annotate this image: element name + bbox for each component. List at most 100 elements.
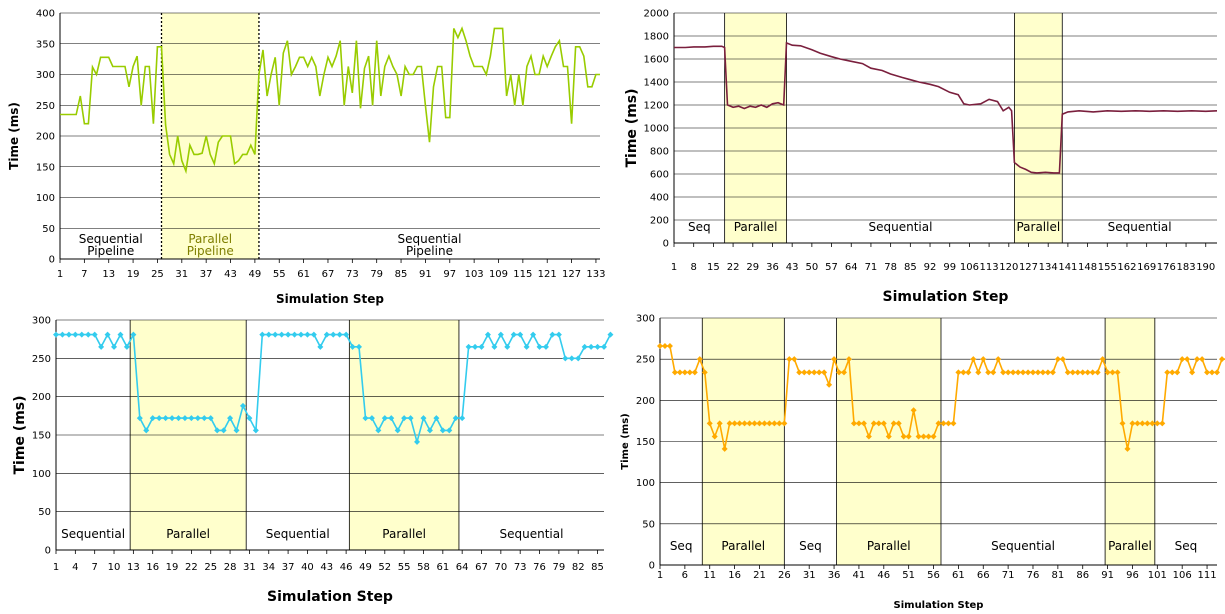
data-point [91,331,98,338]
data-point [53,331,59,338]
data-point [1104,369,1111,376]
data-point [504,343,511,350]
x-tick-label: 22 [185,562,198,573]
data-point [136,415,143,422]
chart-panel-bottom-left: 0 50 100 150 200 250 300 Sequential Parallel Sequ… [0,307,614,614]
data-point [426,427,433,434]
data-point [885,433,892,440]
region-label: Sequential [79,232,143,246]
data-point [1209,369,1216,376]
data-point [681,369,688,376]
x-tick-label: 11 [703,570,716,581]
y-axis-title: Time (ms) [12,395,28,474]
y-tick-label: 150 [636,437,655,448]
y-tick-label: 1400 [644,78,669,89]
x-tick-label: 92 [924,262,937,273]
data-point [746,420,753,427]
y-tick-label: 1600 [644,55,669,66]
data-point [1184,356,1191,363]
data-point [920,433,927,440]
data-point [1069,369,1076,376]
y-tick-label: 1000 [644,124,669,135]
x-tick-label: 1 [657,570,663,581]
data-point [721,445,728,452]
data-point [1044,369,1051,376]
x-tick-label: 91 [1101,570,1114,581]
x-tick-label: 7 [81,269,87,280]
data-point [536,343,543,350]
data-point [1129,420,1136,427]
data-point [1020,369,1027,376]
x-tick-label: 82 [572,562,585,573]
x-tick-label: 76 [1027,570,1040,581]
data-point [542,343,549,350]
data-point [323,331,330,338]
data-point [691,369,698,376]
region-label: Parallel [1016,220,1060,234]
data-point [149,415,156,422]
x-tick-label: 31 [243,562,256,573]
data-point [870,420,877,427]
data-point [686,369,693,376]
data-point [786,356,793,363]
x-tick-label: 67 [322,269,335,280]
data-point [446,427,453,434]
data-point [575,355,582,362]
data-point [356,343,363,350]
data-point [1204,369,1211,376]
x-tick-label: 76 [533,562,546,573]
x-tick-label: 1 [57,269,63,280]
data-point [414,438,421,445]
y-tick-label: 100 [636,478,655,489]
x-tick-label: 40 [301,562,314,573]
data-point [965,369,972,376]
data-point [375,427,382,434]
data-point [806,369,813,376]
x-tick-label: 61 [436,562,449,573]
x-tick-label: 115 [513,269,532,280]
data-point [368,415,375,422]
y-tick-label: 100 [32,469,51,480]
x-tick-label: 1 [53,562,59,573]
data-point [796,369,803,376]
x-tick-label: 155 [1098,262,1117,273]
data-point [233,427,240,434]
data-point [900,433,907,440]
data-point [568,355,575,362]
data-point [549,331,556,338]
region-label: Sequential [266,527,330,541]
data-point [841,369,848,376]
data-point [826,381,833,388]
data-point [1139,420,1146,427]
data-point [741,420,748,427]
data-point [811,369,818,376]
chart-bottom-left: 0 50 100 150 200 250 300 Sequential Parallel Sequ… [12,316,614,605]
x-tick-label: 6 [682,570,688,581]
data-point [601,343,607,350]
y-tick-label: 0 [649,561,655,572]
x-tick-label: 96 [1126,570,1139,581]
y-tick-label: 50 [38,507,51,518]
y-tick-label: 0 [45,546,51,557]
series-line-0 [60,26,600,175]
x-tick-label: 71 [865,262,878,273]
x-tick-label: 66 [977,570,990,581]
data-point [1194,356,1201,363]
data-point [239,402,246,409]
y-tick-label: 250 [32,354,51,365]
y-tick-label: 50 [42,224,55,235]
region-label: Parallel [734,220,778,234]
x-tick-label: 91 [419,269,432,280]
data-point [1189,369,1196,376]
x-tick-label: 133 [586,269,605,280]
region-label: Sequential [61,527,125,541]
data-point [349,343,356,350]
region-label: Parallel [382,527,426,541]
data-point [330,331,337,338]
region-label: Parallel [1108,539,1152,553]
data-point [465,343,472,350]
x-tick-label: 28 [224,562,237,573]
data-point [310,331,317,338]
x-tick-label: 52 [378,562,391,573]
y-tick-label: 1800 [644,32,669,43]
